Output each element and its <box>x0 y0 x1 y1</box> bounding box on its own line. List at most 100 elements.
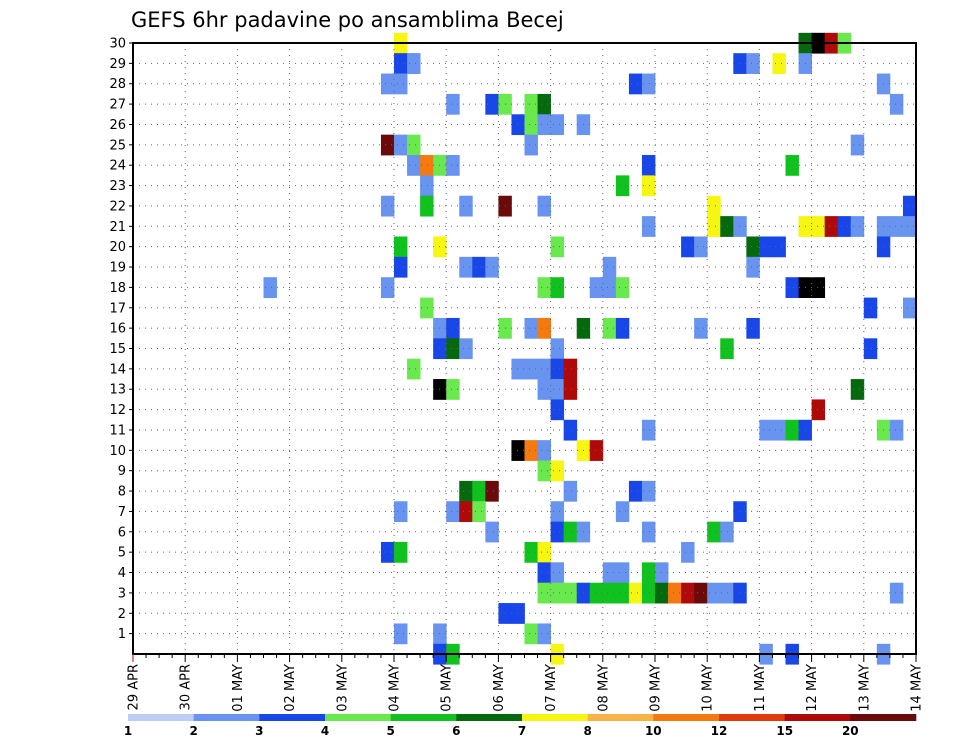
heatmap-cell <box>602 256 617 278</box>
heatmap-cell <box>550 521 565 543</box>
heatmap-cell <box>263 277 277 298</box>
heatmap-cell <box>681 582 695 604</box>
heatmap-cell <box>459 256 473 278</box>
heatmap-cell <box>511 603 525 624</box>
heatmap-cell <box>602 582 617 604</box>
heatmap-cell <box>485 521 499 543</box>
heatmap-cell <box>380 277 395 298</box>
heatmap-cell <box>641 73 656 95</box>
colorbar-segment <box>456 714 523 721</box>
y-tick-label: 20 <box>109 240 126 255</box>
heatmap-cell <box>446 93 460 115</box>
heatmap-cell <box>837 216 852 237</box>
heatmap-cell <box>550 358 565 380</box>
heatmap-cell <box>380 541 395 563</box>
heatmap-cell <box>537 277 551 298</box>
colorbar-label: 8 <box>584 724 592 738</box>
colorbar-label: 1 <box>124 724 132 738</box>
y-tick-label: 1 <box>118 627 126 642</box>
y-tick-label: 6 <box>118 525 126 540</box>
heatmap-cell <box>446 155 460 176</box>
heatmap-cell <box>420 195 434 217</box>
heatmap-cell <box>524 440 538 461</box>
heatmap-cell <box>668 582 682 604</box>
colorbar-segment <box>522 714 588 721</box>
heatmap-cell <box>524 317 538 339</box>
heatmap-cell <box>641 521 656 543</box>
x-tick-label: 04 MAY <box>388 664 403 712</box>
x-tick-label: 06 MAY <box>492 664 507 712</box>
heatmap-cell <box>720 521 734 543</box>
heatmap-cell <box>394 73 408 95</box>
heatmap-cell <box>720 582 734 604</box>
heatmap-cell <box>641 419 656 441</box>
heatmap-cell <box>537 317 551 339</box>
y-tick-label: 11 <box>109 423 126 438</box>
heatmap-cell <box>824 216 839 237</box>
y-tick-label: 5 <box>118 546 126 561</box>
heatmap-cell <box>589 277 604 298</box>
heatmap-cell <box>902 297 917 319</box>
heatmap-cell <box>550 460 565 482</box>
x-axis: 29 APR 30 APR 01 MAY 02 MAY 03 MAY 04 MAY 05 M… <box>127 654 925 712</box>
colorbar-segment <box>390 714 457 721</box>
heatmap-cell <box>707 521 721 543</box>
heatmap-cell <box>472 501 486 523</box>
heatmap-cell <box>420 155 434 176</box>
heatmap-cell <box>641 216 656 237</box>
heatmap-cell <box>420 297 434 319</box>
heatmap-cell <box>628 480 643 502</box>
heatmap-cell <box>785 419 799 441</box>
heatmap-cell <box>720 216 734 237</box>
heatmap-cell <box>563 582 578 604</box>
heatmap-cell <box>694 317 708 339</box>
y-tick-label: 2 <box>118 607 126 622</box>
heatmap-cell <box>694 582 708 604</box>
x-tick-label: 10 MAY <box>701 664 716 712</box>
y-tick-label: 28 <box>109 77 126 92</box>
heatmap-cell <box>446 317 460 339</box>
x-tick-label: 14 MAY <box>910 664 925 712</box>
heatmap-cell <box>785 155 799 176</box>
colorbar-segment <box>128 714 194 721</box>
heatmap-cell <box>746 256 760 278</box>
heatmap-cell <box>459 480 473 502</box>
heatmap-cell <box>733 53 747 74</box>
heatmap-cell <box>772 236 786 258</box>
colorbar-segment <box>587 714 654 721</box>
colorbar-segment <box>259 714 326 721</box>
heatmap-cell <box>394 623 408 645</box>
heatmap-cell <box>550 114 565 136</box>
heatmap-cell <box>446 338 460 360</box>
heatmap-cell <box>537 562 551 584</box>
heatmap-cell <box>889 216 904 237</box>
y-tick-label: 7 <box>118 505 126 520</box>
heatmap-cell <box>511 114 525 136</box>
y-axis: 1234567891011121314151617181920212223242… <box>109 37 133 642</box>
heatmap-cell <box>681 541 695 563</box>
heatmap-cell <box>811 399 826 421</box>
heatmap-cell <box>550 236 565 258</box>
heatmap-cell <box>615 317 630 339</box>
heatmap-cell <box>380 134 395 156</box>
heatmap-cell <box>563 358 578 380</box>
heatmap-cell <box>628 582 643 604</box>
heatmap-cell <box>537 379 551 400</box>
heatmap-cell <box>380 195 395 217</box>
heatmap-cell <box>615 175 630 197</box>
heatmap-cell <box>459 501 473 523</box>
colorbar-label: 6 <box>452 724 460 738</box>
y-tick-label: 19 <box>109 261 126 276</box>
heatmap-cell <box>537 541 551 563</box>
heatmap-cell <box>746 236 760 258</box>
heatmap-cell <box>524 541 538 563</box>
heatmap-cell <box>563 521 578 543</box>
heatmap-cell <box>380 73 395 95</box>
heatmap-cell <box>641 155 656 176</box>
y-tick-label: 9 <box>118 464 126 479</box>
heatmap-cell <box>394 134 408 156</box>
heatmap-cell <box>407 53 421 74</box>
colorbar-segment <box>850 714 917 721</box>
heatmap-cell <box>472 256 486 278</box>
